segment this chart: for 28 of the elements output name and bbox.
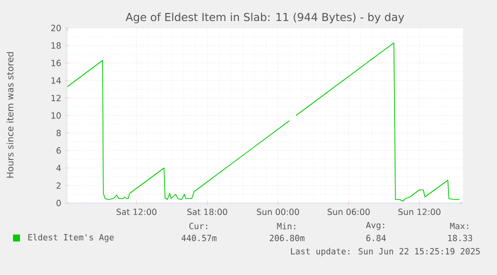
x-tick-label: Sat 18:00 xyxy=(187,208,228,216)
text: Cur: xyxy=(189,222,208,230)
y-axis-title: Hours since item was stored xyxy=(6,52,14,178)
x-tick-label: Sun 12:00 xyxy=(398,208,440,216)
x-tick-label: Sun 00:00 xyxy=(256,208,300,216)
text: Max: xyxy=(450,222,468,230)
y-tick-label: 8 xyxy=(56,130,61,136)
y-tick-label: 6 xyxy=(56,147,61,154)
x-tick-label: Sat 12:00 xyxy=(116,208,156,216)
text: Avg: xyxy=(366,222,384,230)
text: Last update: Sun Jun 22 15:25:19 2025 xyxy=(291,248,480,256)
y-tick-label: 14 xyxy=(52,77,61,84)
text: Min: xyxy=(277,222,296,230)
x-tick-label: Sun 06:00 xyxy=(328,208,370,216)
y-tick-label: 4 xyxy=(56,164,61,172)
text: 440.57m xyxy=(182,234,216,242)
y-tick-label: 2 xyxy=(56,182,61,189)
chart-title: Age of Eldest Item in Slab: 11 (944 Bytes) - by day xyxy=(126,12,404,24)
text: 206.80m xyxy=(270,234,304,242)
y-tick-label: 12 xyxy=(52,94,61,102)
y-tick-label: 0 xyxy=(56,200,61,206)
text: 18.33 xyxy=(448,234,472,242)
y-tick-label: 18 xyxy=(52,42,61,49)
text: 6.84 xyxy=(366,234,386,242)
y-tick-label: 20 xyxy=(51,24,61,32)
legend-label: Eldest Item's Age xyxy=(28,234,114,242)
y-tick-label: 16 xyxy=(52,60,61,66)
y-tick-label: 10 xyxy=(52,112,61,119)
